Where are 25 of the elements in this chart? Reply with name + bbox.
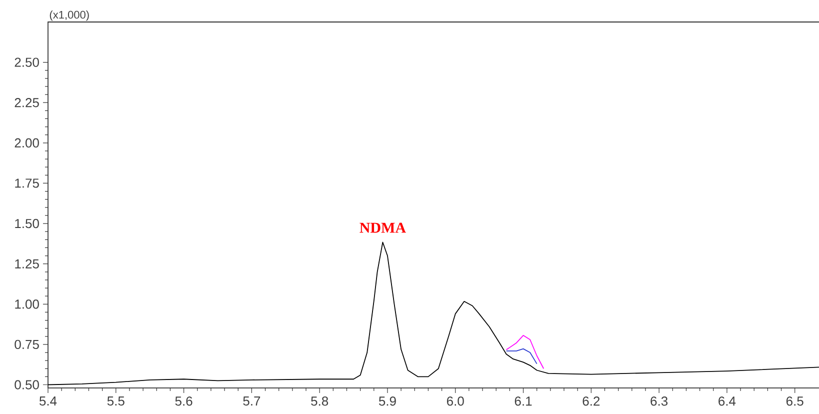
x-tick-label: 5.9 [378,396,396,406]
x-tick-label: 5.8 [311,396,328,406]
y-tick-label: 2.50 [14,58,39,67]
x-tick-label: 5.6 [175,396,192,406]
text: (x1,000) [50,10,89,21]
y-tick-label: 1.25 [15,259,39,268]
annotation: NDMA [360,222,406,233]
y-tick-label: 1.75 [15,178,39,188]
y-tick-label: 0.75 [14,340,39,350]
y-tick-label: 0.50 [14,380,39,390]
x-tick-label: 6.2 [582,396,600,406]
y-tick-label: 1.00 [15,300,39,309]
x-tick-label: 6.0 [446,396,464,406]
line-series [506,334,544,370]
y-tick-label: 2.00 [14,138,39,148]
x-tick-label: 6.3 [650,396,668,406]
line-series [506,348,538,364]
x-tick-label: 5.5 [107,396,124,406]
x-tick-label: 5.4 [39,396,57,406]
y-tick-label: 1.50 [15,218,39,228]
x-tick-label: 6.1 [514,396,532,406]
y-tick-label: 2.25 [14,98,39,108]
x-tick-label: 6.5 [786,396,804,406]
x-tick-label: 5.7 [243,396,260,406]
x-tick-label: 6.4 [718,396,736,406]
